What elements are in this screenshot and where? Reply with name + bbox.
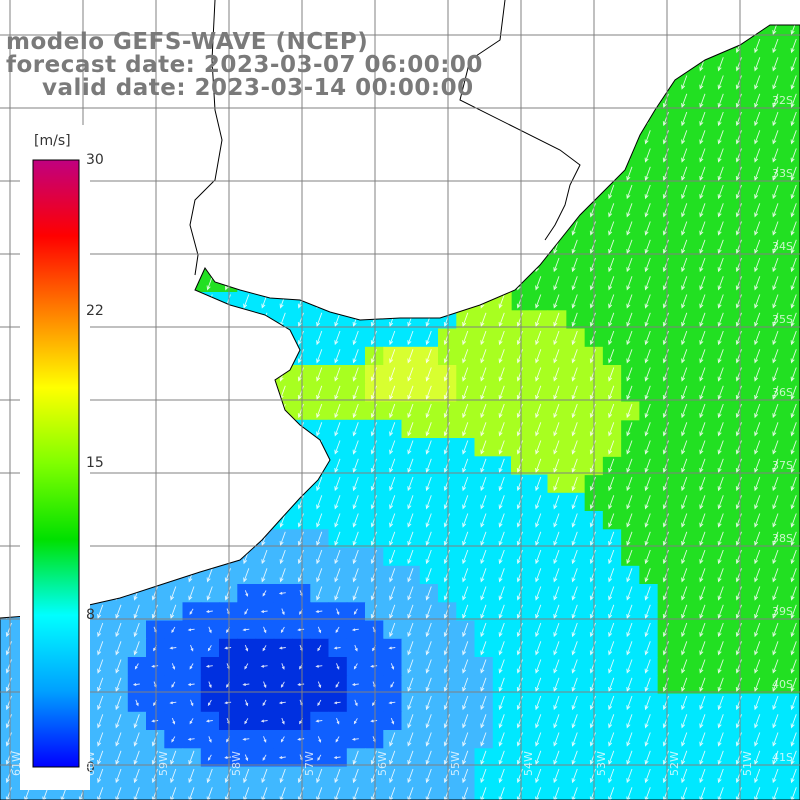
colorbar-tick-8: 8 (86, 607, 95, 623)
lon-label-51w: 51W (741, 751, 754, 776)
lat-label-34s: 34S (772, 240, 793, 253)
lon-label-55w: 55W (449, 751, 462, 776)
colorbar-tick-30: 30 (86, 152, 104, 168)
colorbar-unit: [m/s] (34, 133, 71, 149)
lon-label-57w: 57W (303, 751, 316, 776)
lat-label-36s: 36S (772, 386, 793, 399)
lat-label-40s: 40S (772, 678, 793, 691)
lat-label-38s: 38S (772, 532, 793, 545)
colorbar-tick-22: 22 (86, 303, 104, 319)
colorbar-tick-0: 0 (86, 760, 95, 776)
lon-label-54w: 54W (522, 751, 535, 776)
lat-label-39s: 39S (772, 605, 793, 618)
lat-label-37s: 37S (772, 459, 793, 472)
forecast-date: forecast date: 2023-03-07 06:00:00 (6, 52, 483, 78)
river-border (189, 0, 223, 276)
lon-label-59w: 59W (157, 751, 170, 776)
lon-label-53w: 53W (595, 751, 608, 776)
lon-label-58w: 58W (230, 751, 243, 776)
lat-label-41s: 41S (772, 751, 793, 764)
lat-label-35s: 35S (772, 313, 793, 326)
valid-date: valid date: 2023-03-14 00:00:00 (42, 75, 474, 101)
model-title: modelo GEFS-WAVE (NCEP) (6, 29, 369, 55)
colorbar-tick-15: 15 (86, 455, 104, 471)
lon-label-52w: 52W (668, 751, 681, 776)
coastline (0, 24, 800, 800)
lon-label-56w: 56W (376, 751, 389, 776)
lagoon-border (459, 0, 581, 241)
lon-label-61w: 61W (10, 751, 23, 776)
lat-label-33s: 33S (772, 167, 793, 180)
lon-label-60w: 60W (84, 751, 97, 776)
lat-label-32s: 32S (772, 94, 793, 107)
